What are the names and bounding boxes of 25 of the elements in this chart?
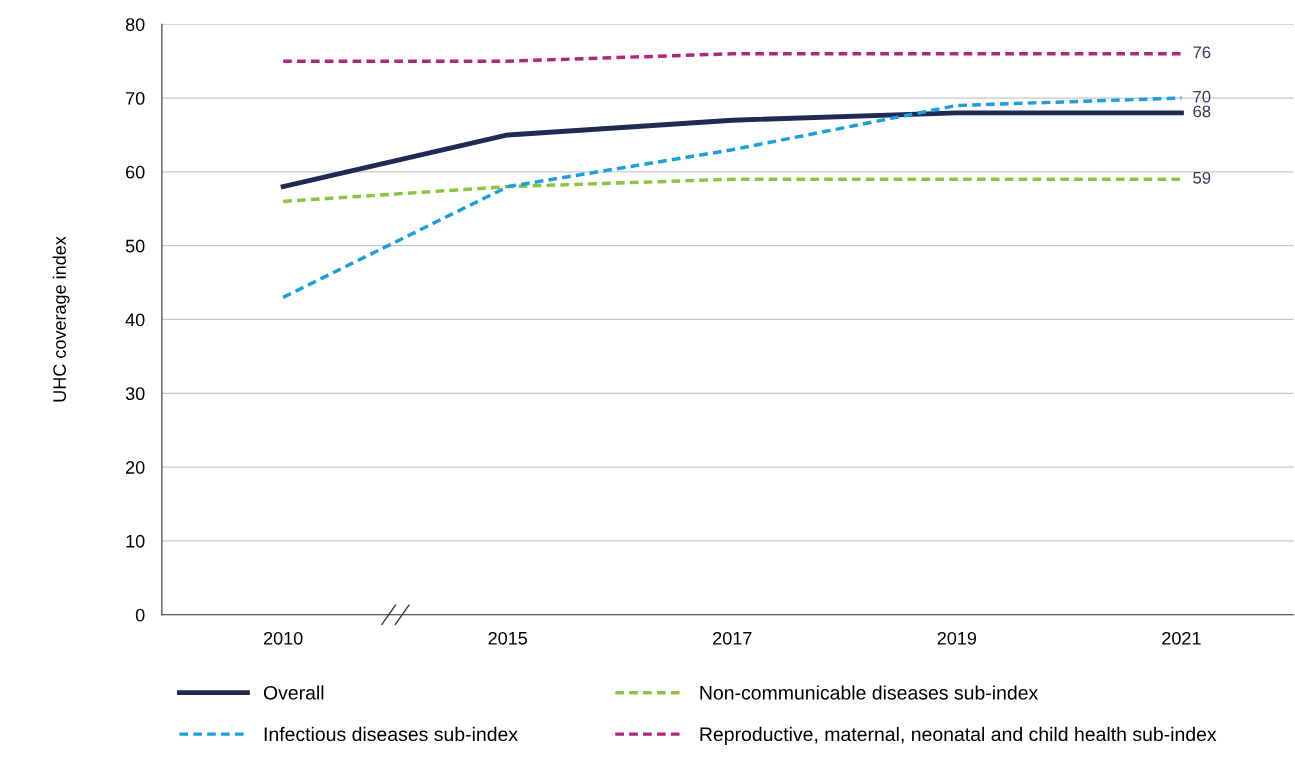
x-tick-label: 2010 <box>263 631 303 645</box>
x-tick-label: 2015 <box>488 631 528 645</box>
y-tick-label: 30 <box>125 387 145 401</box>
legend-label: Overall <box>263 685 324 700</box>
y-tick-label: 70 <box>126 92 145 105</box>
data-label: 59 <box>1193 171 1211 184</box>
line-series <box>280 110 1184 190</box>
y-axis-title: UHC coverage index <box>52 236 70 402</box>
y-tick-label: 10 <box>126 534 145 548</box>
y-tick-label: 60 <box>126 165 145 179</box>
legend-label: Non-communicable diseases sub-index <box>700 685 1039 700</box>
x-tick-label: 2017 <box>713 631 752 645</box>
y-tick-label: 20 <box>126 461 145 474</box>
y-tick-label: 0 <box>135 608 145 622</box>
line-series <box>281 96 1184 300</box>
data-label: 68 <box>1193 105 1211 118</box>
y-tick-label: 40 <box>125 313 145 327</box>
legend-label: Reproductive, maternal, neonatal and child health sub-index <box>700 726 1217 745</box>
x-tick-label: 2021 <box>1162 631 1201 645</box>
y-tick-label: 50 <box>125 239 145 253</box>
legend-label: Infectious diseases sub-index <box>264 726 518 742</box>
x-tick-label: 2019 <box>937 631 977 645</box>
y-tick-label: 80 <box>125 18 145 31</box>
data-label: 70 <box>1193 90 1211 103</box>
data-label: 76 <box>1193 46 1211 59</box>
